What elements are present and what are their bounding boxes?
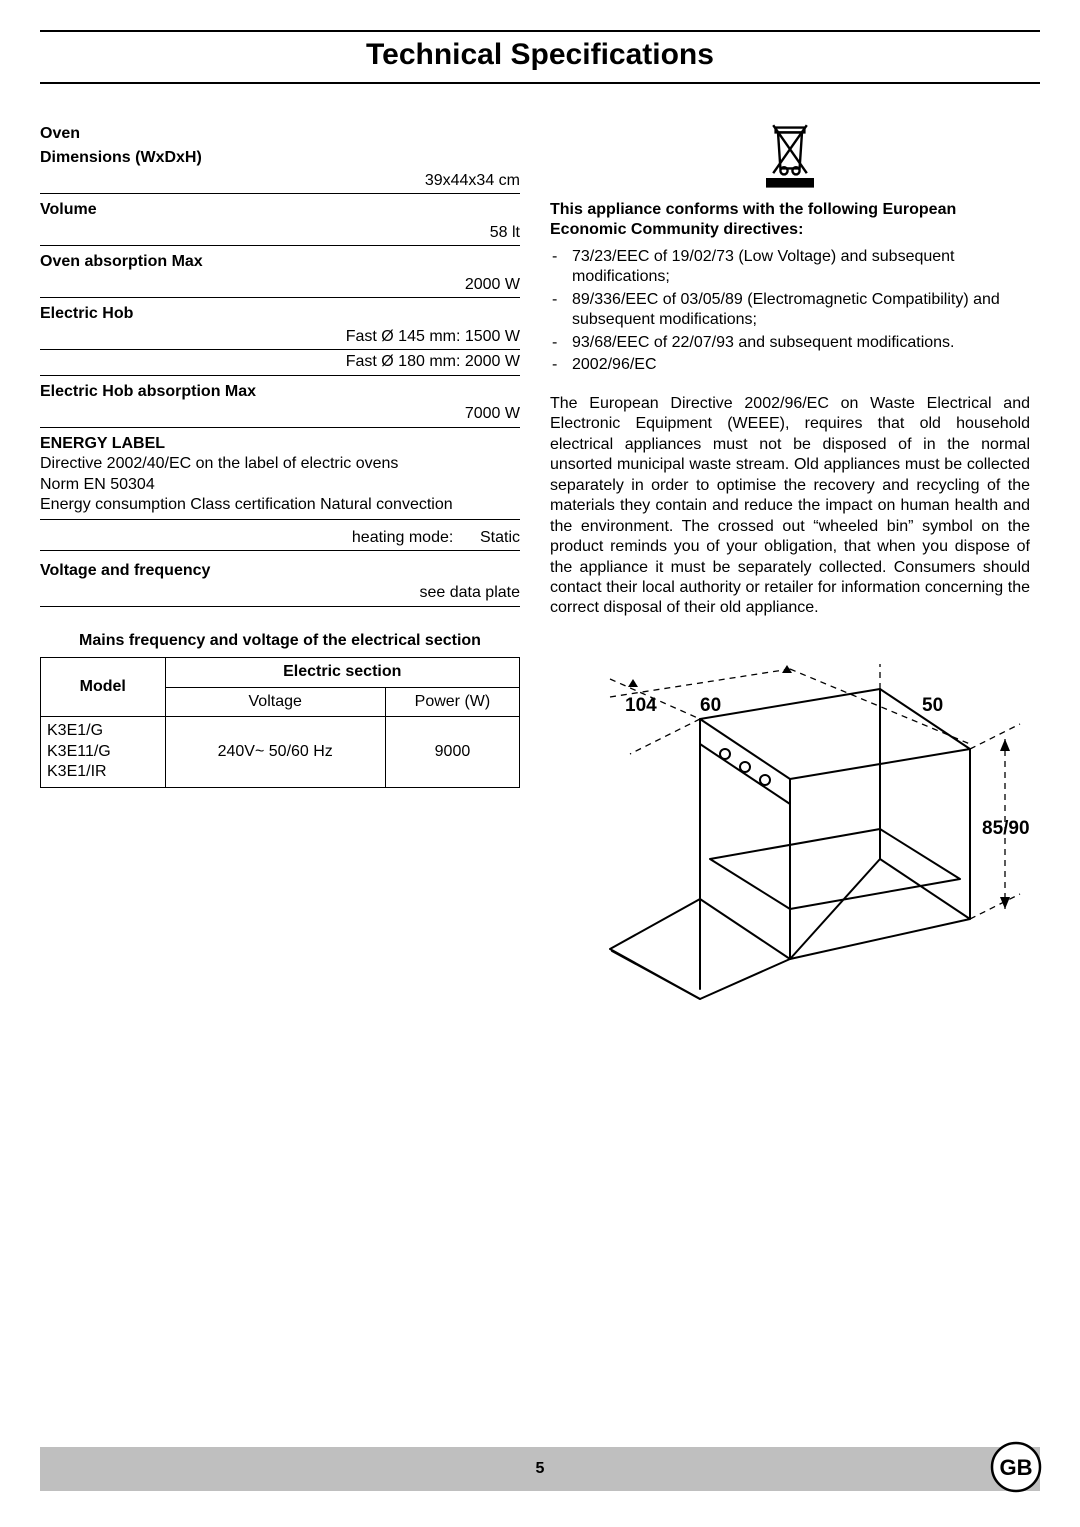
hob-row-1: Fast Ø 180 mm: 2000 W bbox=[346, 352, 520, 372]
two-column-layout: Oven Dimensions (WxDxH) 39x44x34 cm Volu… bbox=[40, 120, 1040, 1025]
table-row: Model Electric section bbox=[41, 658, 520, 687]
conforms-heading: This appliance conforms with the followi… bbox=[550, 200, 1030, 241]
heating-mode-label: heating mode: bbox=[352, 529, 453, 546]
energy-label-title: ENERGY LABEL bbox=[40, 434, 520, 454]
directives-list: 73/23/EEC of 19/02/73 (Low Voltage) and … bbox=[550, 247, 1030, 376]
table-voltage-cell: 240V~ 50/60 Hz bbox=[165, 717, 385, 787]
voltage-freq-label: Voltage and frequency bbox=[40, 561, 520, 581]
table-head-section: Electric section bbox=[165, 658, 519, 687]
hob-absorption-value: 7000 W bbox=[465, 404, 520, 424]
heating-mode: heating mode: Static bbox=[352, 528, 520, 548]
volume-value: 58 lt bbox=[490, 223, 520, 243]
table-row: K3E1/G K3E11/G K3E1/IR 240V~ 50/60 Hz 90… bbox=[41, 717, 520, 787]
table-sub-power: Power (W) bbox=[385, 687, 519, 716]
right-column: This appliance conforms with the followi… bbox=[550, 120, 1030, 1025]
energy-label-text3: Energy consumption Class certification N… bbox=[40, 495, 520, 515]
energy-label-text2: Norm EN 50304 bbox=[40, 475, 520, 495]
list-item: 2002/96/EC bbox=[572, 355, 1030, 375]
page-title: Technical Specifications bbox=[40, 38, 1040, 72]
list-item: 73/23/EEC of 19/02/73 (Low Voltage) and … bbox=[572, 247, 1030, 288]
table-sub-voltage: Voltage bbox=[165, 687, 385, 716]
voltage-freq-value: see data plate bbox=[419, 583, 520, 603]
oven-absorption-value: 2000 W bbox=[465, 275, 520, 295]
dim-60: 60 bbox=[700, 695, 721, 716]
country-badge: GB bbox=[990, 1441, 1042, 1493]
dimensions-label: Dimensions (WxDxH) bbox=[40, 148, 520, 168]
mains-table-caption: Mains frequency and voltage of the elect… bbox=[40, 631, 520, 651]
dim-104: 104 bbox=[625, 695, 657, 716]
oven-label: Oven bbox=[40, 124, 520, 144]
mains-table: Model Electric section Voltage Power (W)… bbox=[40, 657, 520, 787]
oven-absorption-label: Oven absorption Max bbox=[40, 252, 520, 272]
table-head-model: Model bbox=[41, 658, 166, 717]
table-model-cell: K3E1/G K3E11/G K3E1/IR bbox=[41, 717, 166, 787]
list-item: 93/68/EEC of 22/07/93 and subsequent mod… bbox=[572, 333, 1030, 353]
title-bar: Technical Specifications bbox=[40, 30, 1040, 84]
hob-row-0: Fast Ø 145 mm: 1500 W bbox=[346, 327, 520, 347]
country-code: GB bbox=[1000, 1455, 1033, 1480]
mains-table-block: Mains frequency and voltage of the elect… bbox=[40, 631, 520, 788]
hob-absorption-label: Electric Hob absorption Max bbox=[40, 382, 520, 402]
page: Technical Specifications Oven Dimensions… bbox=[0, 0, 1080, 1527]
list-item: 89/336/EEC of 03/05/89 (Electromagnetic … bbox=[572, 290, 1030, 331]
volume-label: Volume bbox=[40, 200, 520, 220]
weee-paragraph: The European Directive 2002/96/EC on Was… bbox=[550, 394, 1030, 619]
footer-bar: 5 GB bbox=[40, 1447, 1040, 1491]
dim-50: 50 bbox=[922, 695, 943, 716]
left-column: Oven Dimensions (WxDxH) 39x44x34 cm Volu… bbox=[40, 120, 520, 1025]
table-power-cell: 9000 bbox=[385, 717, 519, 787]
dimensions-value: 39x44x34 cm bbox=[425, 171, 520, 191]
cooker-svg: 104 60 50 85/90 bbox=[550, 659, 1030, 1019]
page-number: 5 bbox=[536, 1460, 545, 1478]
weee-bin-icon bbox=[766, 120, 814, 188]
heating-mode-value: Static bbox=[480, 529, 520, 546]
electric-hob-label: Electric Hob bbox=[40, 304, 520, 324]
cooker-diagram: 104 60 50 85/90 bbox=[550, 659, 1030, 1025]
energy-label-text1: Directive 2002/40/EC on the label of ele… bbox=[40, 454, 520, 474]
dim-8590: 85/90 bbox=[982, 818, 1030, 839]
